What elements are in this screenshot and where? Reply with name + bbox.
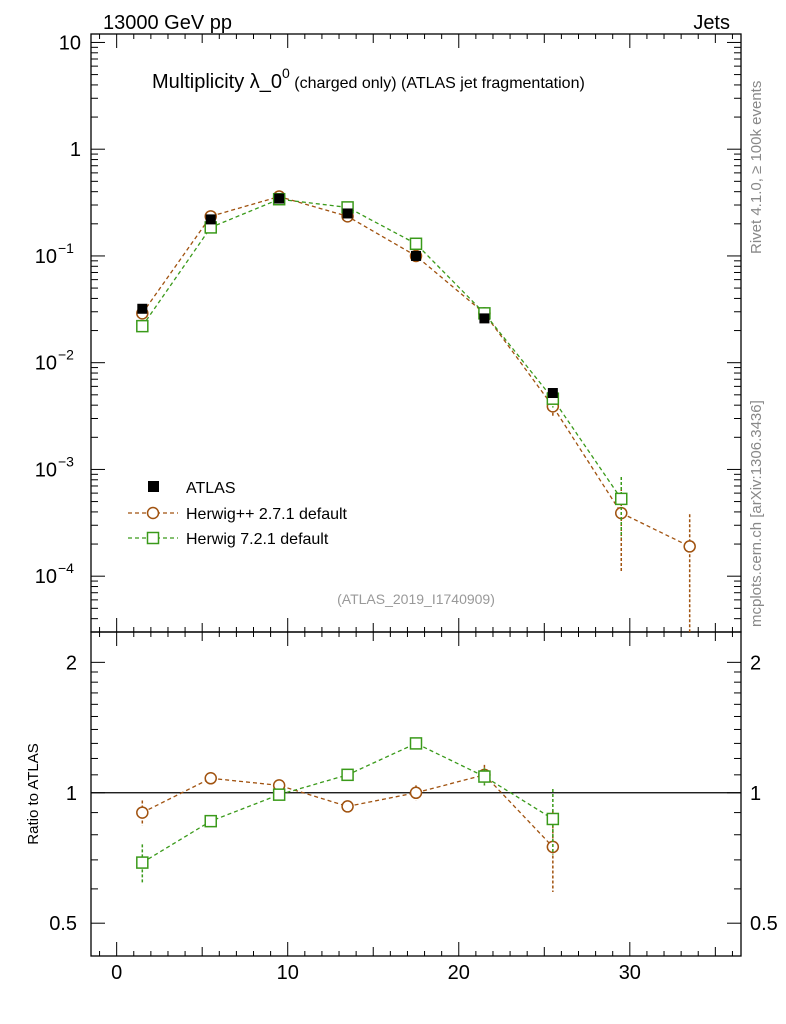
ratio-panel-frame [90, 631, 742, 957]
analysis-id-label: (ATLAS_2019_I1740909) [337, 591, 495, 607]
ratio-y-tick-label-right: 1 [750, 783, 761, 805]
data-point [274, 193, 285, 204]
process-label: Jets [693, 12, 730, 34]
ratio-y-tick-label-right: 2 [750, 652, 761, 674]
data-point [479, 313, 490, 324]
data-point [204, 772, 217, 785]
plot-title: Multiplicity λ_00 (charged only) (ATLAS … [152, 65, 585, 93]
ratio-y-tick-label: 1 [66, 783, 77, 805]
data-point [204, 814, 217, 828]
y-tick-label: 10 [35, 566, 57, 588]
data-point [136, 319, 149, 333]
mcplots-label: mcplots.cern.ch [arXiv:1306.3436] [748, 400, 765, 627]
data-point [409, 737, 423, 750]
data-point [409, 786, 423, 800]
y-tick-label: 10 [35, 353, 57, 375]
legend-herwig7-label: Herwig 7.2.1 default [186, 531, 329, 548]
legend-atlas-marker [148, 481, 159, 492]
legend: ATLAS Herwig++ 2.7.1 default Herwig 7.2.… [128, 480, 348, 548]
x-tick-label: 0 [111, 962, 122, 984]
x-tick-label: 30 [619, 962, 641, 984]
x-tick-label: 10 [277, 962, 299, 984]
legend-atlas-label: ATLAS [186, 480, 236, 497]
y-tick-exponent: −1 [58, 240, 74, 256]
data-point [341, 800, 354, 813]
data-point [341, 768, 354, 782]
x-tick-label: 20 [448, 962, 470, 984]
beam-energy-label: 13000 GeV pp [103, 12, 232, 34]
data-point [137, 303, 148, 314]
main-panel-marks [136, 190, 696, 632]
y-tick-exponent: −3 [58, 453, 74, 469]
data-point [205, 214, 216, 225]
legend-herwigpp-label: Herwig++ 2.7.1 default [186, 506, 348, 523]
data-point [342, 208, 353, 219]
data-point [136, 806, 149, 819]
data-point [272, 788, 286, 801]
ratio-y-tick-label-right: 0.5 [750, 913, 778, 935]
plot-title-superscript: 0 [282, 65, 290, 81]
y-tick-exponent: −4 [58, 560, 74, 576]
legend-herwigpp-marker [146, 506, 160, 520]
rivet-version-label: Rivet 4.1.0, ≥ 100k events [748, 81, 765, 254]
series-line-herwig7 [141, 198, 622, 500]
data-point [478, 770, 491, 783]
data-point [409, 237, 423, 251]
plot-title-suffix: (charged only) (ATLAS jet fragmentation) [290, 75, 585, 92]
data-point [547, 388, 558, 399]
ratio-panel-marks [91, 737, 741, 893]
y-tick-label: 1 [70, 139, 81, 161]
plot-title-main: Multiplicity λ_0 [152, 71, 282, 93]
y-tick-label: 10 [35, 459, 57, 481]
data-point [546, 812, 560, 826]
ratio-y-tick-label: 2 [66, 652, 77, 674]
ratio-y-tick-label: 0.5 [49, 913, 77, 935]
series-line-herwigpp [141, 195, 690, 548]
data-point [615, 492, 628, 506]
y-tick-label: 10 [59, 32, 81, 54]
ratio-y-axis-label: Ratio to ATLAS [25, 743, 42, 844]
y-tick-label: 10 [35, 246, 57, 268]
legend-herwig7-marker [146, 531, 160, 545]
y-tick-exponent: −2 [58, 347, 74, 363]
data-point [411, 250, 421, 261]
data-point [136, 856, 149, 869]
data-point [683, 540, 696, 553]
